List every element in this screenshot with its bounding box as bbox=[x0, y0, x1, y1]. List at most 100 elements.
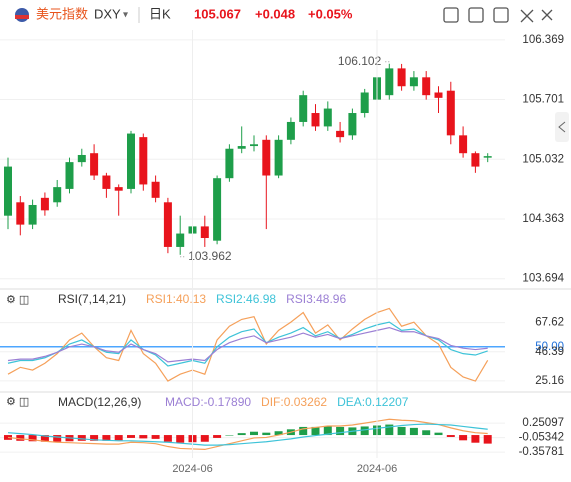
change: +0.048 bbox=[255, 6, 295, 21]
legend-entry: RSI2:46.98 bbox=[216, 292, 276, 306]
candle-body bbox=[40, 197, 49, 211]
candle-body bbox=[397, 68, 406, 87]
legend-entry: DIF:0.03262 bbox=[261, 395, 327, 409]
macd-bar bbox=[200, 435, 209, 442]
macd-bar bbox=[262, 432, 271, 436]
macd-bar bbox=[311, 426, 320, 436]
rsi-settings-icon[interactable]: ⚙ ◫ bbox=[6, 294, 29, 306]
change-pct: +0.05% bbox=[308, 6, 353, 21]
macd-settings-icon[interactable]: ⚙ ◫ bbox=[6, 396, 29, 408]
candle-body bbox=[16, 202, 25, 225]
macd-bar bbox=[90, 435, 99, 441]
x-tick-label: 2024-06 bbox=[172, 463, 212, 475]
macd-bar bbox=[163, 435, 172, 442]
tool-icon[interactable] bbox=[493, 7, 509, 23]
macd-bar bbox=[127, 435, 135, 438]
macd-bar bbox=[139, 435, 148, 439]
macd-bar bbox=[409, 427, 418, 436]
candle-body bbox=[299, 95, 308, 122]
indicator-line bbox=[7, 418, 488, 450]
indicator-line bbox=[7, 307, 489, 382]
y-tick-label: 105.032 bbox=[522, 153, 564, 165]
candle-body bbox=[90, 153, 99, 176]
side-button[interactable] bbox=[555, 112, 569, 142]
macd-bar bbox=[459, 435, 468, 441]
symbol[interactable]: DXY bbox=[94, 6, 121, 21]
candle-body bbox=[323, 108, 332, 127]
macd-bar bbox=[471, 435, 480, 443]
close-icon[interactable] bbox=[520, 9, 534, 23]
macd-bar bbox=[336, 426, 345, 436]
indicator-line bbox=[7, 326, 488, 363]
candle-body bbox=[286, 121, 295, 140]
tool-icon[interactable] bbox=[443, 7, 459, 23]
macd-bar bbox=[176, 435, 185, 443]
legend-entry: RSI3:48.96 bbox=[286, 292, 346, 306]
candle-body bbox=[385, 68, 394, 96]
macd-bar bbox=[274, 431, 283, 436]
y-tick-label: -0.05342 bbox=[519, 432, 564, 444]
chevron-icon[interactable] bbox=[558, 121, 566, 133]
y-tick-label: 67.62 bbox=[535, 317, 564, 329]
y-tick-label: 105.701 bbox=[522, 94, 564, 106]
candle-body bbox=[237, 146, 246, 149]
candle-body bbox=[262, 139, 271, 176]
candle-body bbox=[163, 202, 172, 247]
candle-body bbox=[213, 178, 222, 241]
legend-entry: RSI1:40.13 bbox=[146, 292, 206, 306]
header: 美元指数 DXY ▾ 日K 105.067 +0.048 +0.05% bbox=[15, 6, 569, 142]
macd-bar bbox=[225, 435, 234, 436]
candle-body bbox=[446, 90, 455, 136]
macd-bar bbox=[323, 425, 332, 436]
candle-body bbox=[28, 204, 37, 225]
candle-body bbox=[127, 133, 135, 189]
macd-bar bbox=[16, 435, 25, 441]
y-tick-label: 0.25097 bbox=[522, 417, 564, 429]
candle-body bbox=[483, 156, 492, 158]
macd-bar bbox=[151, 435, 160, 439]
candle-body bbox=[114, 187, 123, 191]
macd-bar bbox=[213, 435, 222, 438]
indicator-line bbox=[7, 321, 488, 367]
y-tick-label: 103.694 bbox=[522, 273, 564, 285]
macd-bar bbox=[250, 431, 258, 436]
candle-body bbox=[4, 166, 12, 216]
macd-bar bbox=[422, 430, 431, 436]
period[interactable]: 日K bbox=[149, 6, 171, 21]
macd-bar bbox=[77, 435, 86, 441]
candle-body bbox=[53, 187, 62, 203]
macd-bar bbox=[299, 426, 308, 436]
candle-body bbox=[336, 130, 345, 138]
candle-body bbox=[200, 226, 209, 239]
candle-body bbox=[348, 113, 357, 136]
candle-body bbox=[274, 139, 283, 176]
indicator-name: RSI(7,14,21) bbox=[58, 292, 126, 306]
symbol-arrow[interactable]: ▾ bbox=[123, 10, 128, 21]
candle-body bbox=[151, 181, 160, 198]
y-tick-label: -0.35781 bbox=[519, 446, 564, 458]
fullscreen-icon[interactable] bbox=[541, 9, 553, 21]
macd-bar bbox=[483, 435, 492, 444]
x-tick-label: 2024-06 bbox=[357, 463, 397, 475]
macd-bar bbox=[114, 435, 123, 441]
candle-body bbox=[176, 233, 185, 247]
candle-body bbox=[459, 135, 468, 154]
legend-entry: DEA:0.12207 bbox=[337, 395, 409, 409]
candle-body bbox=[311, 113, 320, 127]
y-tick-label: 46.39 bbox=[535, 346, 564, 358]
macd-bar bbox=[397, 426, 406, 436]
candle-body bbox=[471, 153, 480, 167]
candle-body bbox=[225, 148, 234, 179]
annotation: 103.962 bbox=[188, 249, 232, 263]
candle-body bbox=[250, 144, 258, 147]
y-tick-label: 25.16 bbox=[535, 375, 564, 387]
macd-bar bbox=[237, 433, 246, 436]
candle-body bbox=[360, 92, 369, 114]
candle-body bbox=[409, 77, 418, 87]
tool-icon[interactable] bbox=[468, 7, 484, 23]
macd-bar bbox=[53, 435, 62, 442]
price: 105.067 bbox=[194, 6, 241, 21]
candle-body bbox=[139, 137, 148, 185]
macd-bar bbox=[360, 426, 369, 436]
candle-body bbox=[422, 77, 431, 96]
